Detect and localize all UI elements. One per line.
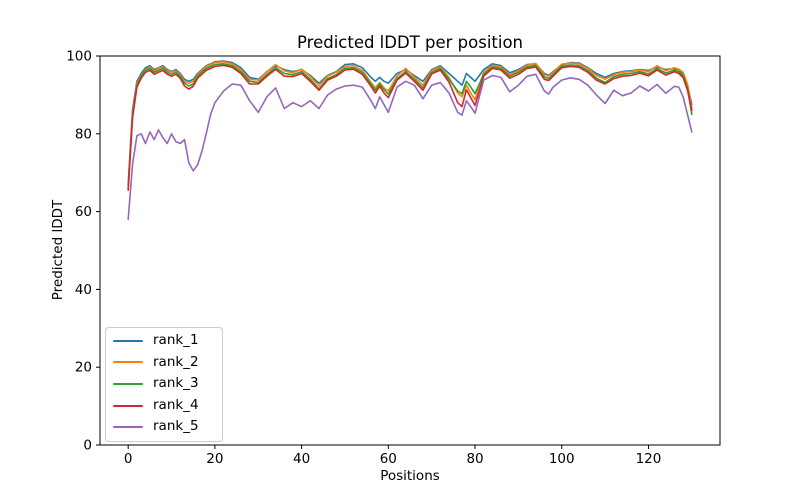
legend-swatch-rank_3 [113,382,143,385]
series-rank_2-line [127,61,693,188]
x-tick-label: 80 [466,451,483,467]
chart-title: Predicted lDDT per position [296,33,524,52]
legend-entry-rank_3: rank_3 [113,373,214,395]
legend-label-rank_5: rank_5 [153,418,199,435]
x-tick-label: 60 [380,451,397,467]
series-rank_4-line [127,64,693,191]
x-tick-label: 20 [206,451,223,467]
legend-swatch-rank_1 [113,339,143,342]
legend-swatch-rank_2 [113,361,143,364]
legend-entry-rank_2: rank_2 [113,352,214,374]
legend-label-rank_1: rank_1 [153,332,199,349]
y-tick-label: 0 [83,438,92,454]
y-axis-label: Predicted lDDT [50,199,66,301]
x-axis-label: Positions [380,468,440,484]
legend-entry-rank_5: rank_5 [113,416,214,438]
legend-entry-rank_4: rank_4 [113,395,214,417]
x-tick-label: 120 [636,451,662,467]
y-tick-label: 60 [75,204,92,220]
legend: rank_1 rank_2 rank_3 rank_4 rank_5 [105,327,223,442]
axes-frame [99,55,721,446]
legend-label-rank_2: rank_2 [153,353,199,370]
y-tick-label: 20 [75,360,92,376]
series-rank_3-line [127,63,693,190]
y-tick-label: 40 [75,282,92,298]
y-tick-label: 80 [75,126,92,142]
series-rank_5-line [127,73,693,221]
series-rank_1-line [127,60,693,186]
legend-swatch-rank_4 [113,404,143,407]
legend-entry-rank_1: rank_1 [113,330,214,352]
legend-label-rank_3: rank_3 [153,375,199,392]
x-tick-label: 40 [293,451,310,467]
y-tick-label: 100 [66,49,92,65]
legend-label-rank_4: rank_4 [153,396,199,413]
legend-swatch-rank_5 [113,426,143,429]
x-tick-label: 100 [549,451,575,467]
x-tick-label: 0 [124,451,133,467]
